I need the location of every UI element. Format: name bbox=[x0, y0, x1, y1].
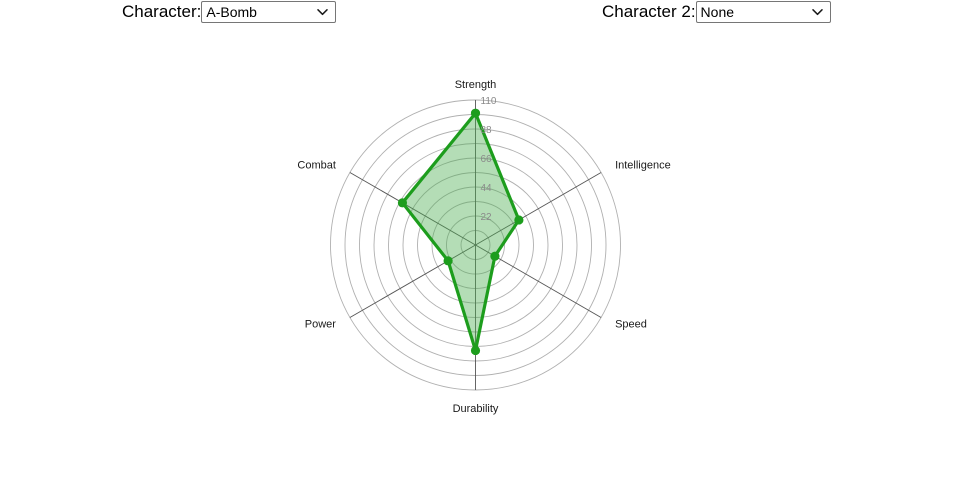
character-1-label: Character: bbox=[122, 2, 202, 21]
character-1-control: Character: A-Bomb bbox=[122, 1, 337, 23]
series-polygon-0 bbox=[400, 111, 521, 353]
character-1-select[interactable]: A-Bomb bbox=[201, 1, 337, 23]
data-point-power bbox=[443, 256, 453, 266]
controls-bar: Character: A-Bomb Character 2: None bbox=[0, 0, 960, 28]
axis-spoke-power bbox=[349, 244, 476, 318]
radar-axis-labels: Strength Intelligence Speed Durability Power… bbox=[297, 79, 670, 415]
character-2-control: Character 2: None bbox=[602, 1, 831, 23]
axis-label-intelligence: Intelligence bbox=[615, 160, 671, 172]
character-2-select-wrap: None bbox=[695, 1, 831, 23]
axis-spoke-intelligence bbox=[475, 172, 602, 246]
axis-label-power: Power bbox=[305, 319, 337, 331]
data-point-speed bbox=[490, 251, 500, 261]
character-2-label: Character 2: bbox=[602, 2, 696, 21]
axis-label-strength: Strength bbox=[455, 79, 497, 91]
radial-tick-label: 44 bbox=[481, 183, 493, 194]
radar-radial-tick-labels: 22 44 66 88 110 bbox=[481, 96, 497, 223]
character-2-select[interactable]: None bbox=[695, 1, 831, 23]
axis-label-durability: Durability bbox=[453, 403, 499, 415]
radial-tick-label: 110 bbox=[481, 96, 497, 107]
data-point-intelligence bbox=[514, 215, 524, 225]
axis-label-speed: Speed bbox=[615, 319, 647, 331]
radar-chart: 22 44 66 88 110 Strength Intelligence Speed Dur… bbox=[297, 79, 670, 415]
data-point-durability bbox=[470, 345, 481, 356]
data-point-combat bbox=[397, 198, 408, 208]
axis-label-combat: Combat bbox=[297, 160, 336, 172]
axis-spoke-combat bbox=[349, 172, 476, 246]
radial-tick-label: 66 bbox=[481, 154, 493, 165]
radar-series-layer bbox=[397, 108, 524, 356]
radial-tick-label: 88 bbox=[481, 125, 493, 136]
radar-chart-area: 22 44 66 88 110 Strength Intelligence Speed Dur… bbox=[0, 28, 960, 500]
character-1-select-wrap: A-Bomb bbox=[201, 1, 337, 23]
radial-tick-label: 22 bbox=[481, 212, 493, 223]
data-point-strength bbox=[470, 108, 481, 118]
